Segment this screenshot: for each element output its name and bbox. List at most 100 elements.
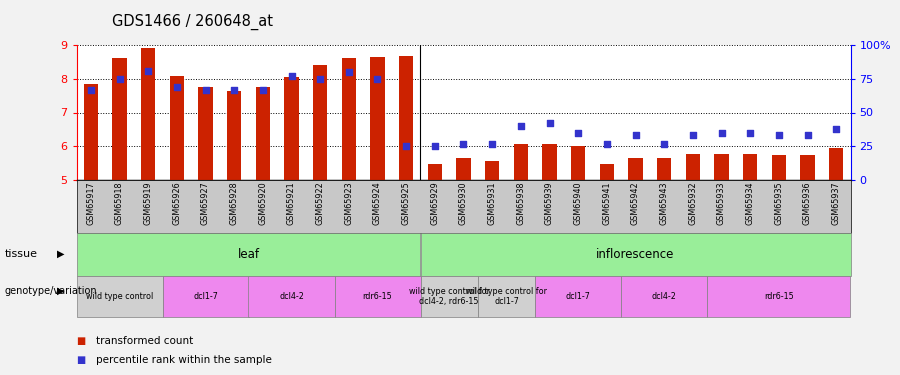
Bar xyxy=(112,58,127,180)
Bar xyxy=(743,154,757,180)
Text: ■: ■ xyxy=(76,336,86,346)
Bar xyxy=(829,148,843,180)
Text: GSM65937: GSM65937 xyxy=(832,182,841,225)
Point xyxy=(313,76,328,82)
Point xyxy=(657,141,671,147)
Bar xyxy=(399,56,413,180)
Point xyxy=(599,141,614,147)
Bar xyxy=(800,155,814,180)
Text: GDS1466 / 260648_at: GDS1466 / 260648_at xyxy=(112,14,274,30)
Text: percentile rank within the sample: percentile rank within the sample xyxy=(96,355,272,365)
Bar xyxy=(715,154,729,180)
Point xyxy=(571,130,585,136)
Bar xyxy=(170,76,184,180)
Text: GSM65921: GSM65921 xyxy=(287,182,296,225)
Point xyxy=(485,141,500,147)
Text: rdr6-15: rdr6-15 xyxy=(764,292,794,301)
Text: GSM65925: GSM65925 xyxy=(401,182,410,225)
Point xyxy=(198,87,212,93)
Text: GSM65933: GSM65933 xyxy=(717,182,726,225)
Bar xyxy=(571,146,585,180)
Point xyxy=(800,132,814,138)
Point xyxy=(428,143,442,149)
Text: GSM65942: GSM65942 xyxy=(631,182,640,225)
Text: leaf: leaf xyxy=(238,248,259,261)
Text: GSM65932: GSM65932 xyxy=(688,182,698,225)
Text: rdr6-15: rdr6-15 xyxy=(363,292,392,301)
Text: wild type control for
dcl1-7: wild type control for dcl1-7 xyxy=(466,286,547,306)
Text: GSM65929: GSM65929 xyxy=(430,182,439,225)
Text: wild type control: wild type control xyxy=(86,292,153,301)
Text: dcl4-2: dcl4-2 xyxy=(279,292,304,301)
Text: GSM65922: GSM65922 xyxy=(316,182,325,225)
Text: GSM65926: GSM65926 xyxy=(172,182,181,225)
Bar xyxy=(599,164,614,180)
Text: GSM65936: GSM65936 xyxy=(803,182,812,225)
Text: transformed count: transformed count xyxy=(96,336,194,346)
Point xyxy=(771,132,786,138)
Text: GSM65919: GSM65919 xyxy=(144,182,153,225)
Bar xyxy=(485,161,500,180)
Text: GSM65924: GSM65924 xyxy=(373,182,382,225)
Point xyxy=(256,87,270,93)
Text: GSM65931: GSM65931 xyxy=(488,182,497,225)
Text: inflorescence: inflorescence xyxy=(597,248,675,261)
Text: GSM65938: GSM65938 xyxy=(517,182,526,225)
Text: ■: ■ xyxy=(76,355,86,365)
Point xyxy=(829,126,843,132)
Text: GSM65943: GSM65943 xyxy=(660,182,669,225)
Point xyxy=(715,130,729,136)
Bar xyxy=(256,87,270,180)
Text: GSM65935: GSM65935 xyxy=(774,182,783,225)
Text: GSM65939: GSM65939 xyxy=(545,182,554,225)
Text: GSM65941: GSM65941 xyxy=(602,182,611,225)
Point xyxy=(628,132,643,138)
Bar xyxy=(456,158,471,180)
Point xyxy=(284,73,299,79)
Point xyxy=(112,76,127,82)
Bar xyxy=(428,164,442,180)
Bar xyxy=(514,144,528,180)
Bar xyxy=(198,87,212,180)
Text: GSM65927: GSM65927 xyxy=(201,182,210,225)
Bar xyxy=(686,154,700,180)
Point xyxy=(84,87,98,93)
Text: ▶: ▶ xyxy=(57,286,64,296)
Bar xyxy=(370,57,384,180)
Bar xyxy=(628,158,643,180)
Bar xyxy=(313,64,328,180)
Point xyxy=(456,141,471,147)
Text: GSM65940: GSM65940 xyxy=(573,182,582,225)
Text: GSM65918: GSM65918 xyxy=(115,182,124,225)
Point xyxy=(141,68,156,74)
Point xyxy=(399,143,413,149)
Point xyxy=(686,132,700,138)
Text: GSM65934: GSM65934 xyxy=(746,182,755,225)
Text: GSM65917: GSM65917 xyxy=(86,182,95,225)
Text: ▶: ▶ xyxy=(57,249,64,259)
Text: wild type control for
dcl4-2, rdr6-15: wild type control for dcl4-2, rdr6-15 xyxy=(409,286,490,306)
Text: GSM65928: GSM65928 xyxy=(230,182,238,225)
Text: dcl1-7: dcl1-7 xyxy=(566,292,590,301)
Bar xyxy=(84,84,98,180)
Bar xyxy=(284,77,299,180)
Text: GSM65920: GSM65920 xyxy=(258,182,267,225)
Point xyxy=(543,120,557,126)
Bar xyxy=(342,58,356,180)
Point xyxy=(514,123,528,129)
Text: dcl4-2: dcl4-2 xyxy=(652,292,677,301)
Bar xyxy=(657,158,671,180)
Text: genotype/variation: genotype/variation xyxy=(4,286,97,296)
Bar xyxy=(227,91,241,180)
Text: GSM65923: GSM65923 xyxy=(345,182,354,225)
Bar xyxy=(141,48,156,180)
Point xyxy=(370,76,384,82)
Point xyxy=(342,69,356,75)
Bar xyxy=(771,155,786,180)
Point xyxy=(227,87,241,93)
Point xyxy=(169,84,184,90)
Bar xyxy=(543,144,557,180)
Point xyxy=(743,130,758,136)
Text: tissue: tissue xyxy=(4,249,38,259)
Text: GSM65930: GSM65930 xyxy=(459,182,468,225)
